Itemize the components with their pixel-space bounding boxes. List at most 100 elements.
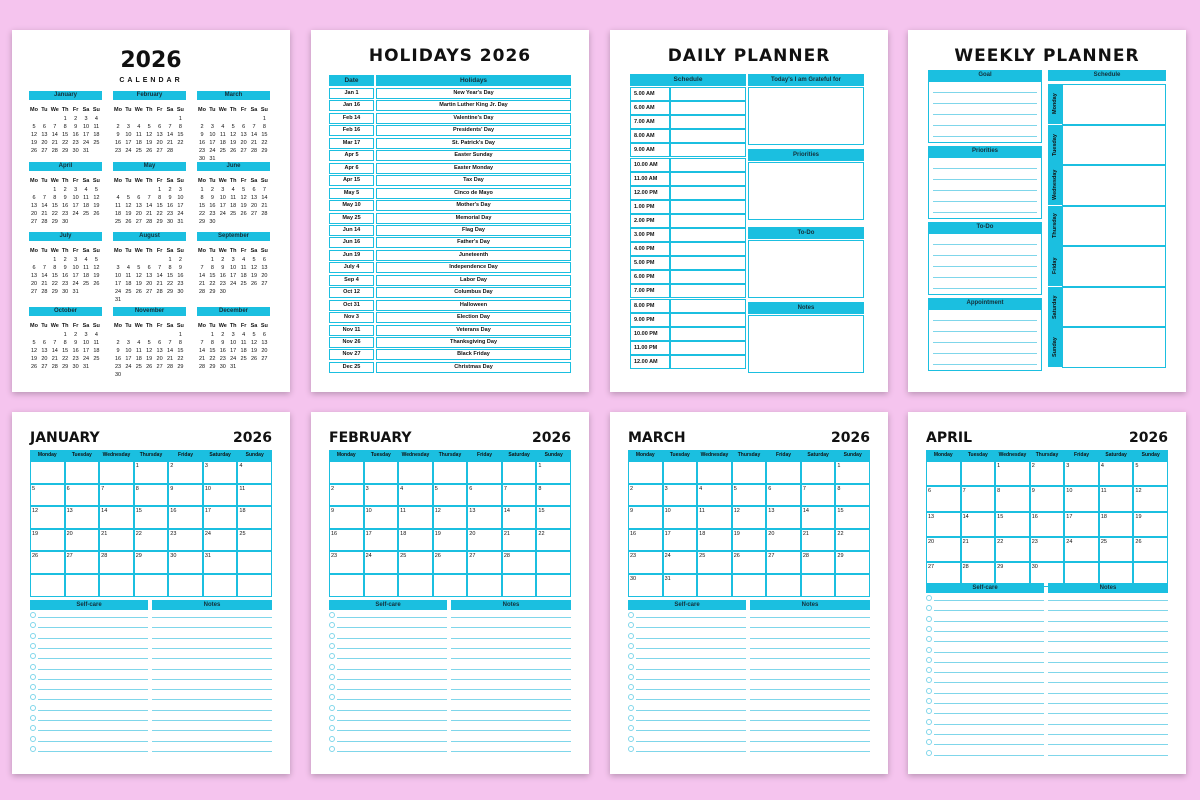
day: 2: [74, 116, 78, 122]
day: 12: [135, 273, 142, 279]
date-number: 30: [630, 576, 637, 582]
day: 18: [82, 203, 90, 209]
rule-line: [934, 651, 1044, 653]
checkbox-circle: [329, 715, 335, 721]
day: 1: [53, 187, 57, 193]
day: 20: [30, 281, 38, 287]
day: 8: [178, 340, 182, 346]
header-bar: June: [197, 162, 270, 171]
time-slot: 10.00 PM: [630, 326, 670, 341]
box: [670, 354, 746, 369]
box: [662, 483, 698, 507]
rule-line: [933, 288, 1037, 289]
date-number: 20: [768, 530, 775, 537]
day: 18: [240, 348, 247, 354]
day: 7: [200, 340, 204, 346]
rule-line: [38, 699, 148, 701]
day: 30: [177, 289, 184, 295]
box: [731, 483, 767, 507]
weekday: Fr: [156, 323, 163, 329]
weekday: Tu: [125, 248, 132, 254]
day: 10: [230, 340, 237, 346]
day: 11: [93, 124, 100, 130]
checkbox-circle: [926, 625, 932, 632]
day: 22: [177, 356, 184, 362]
rule-line: [1048, 703, 1168, 704]
date-number: 14: [503, 508, 510, 515]
day: 12: [146, 348, 153, 354]
weekday-header: Thursday: [1029, 450, 1065, 461]
date-number: 10: [664, 508, 671, 515]
day: 3: [84, 332, 88, 338]
box: [670, 157, 746, 172]
holiday-date: May 10: [329, 200, 374, 212]
checkbox-circle: [30, 725, 36, 732]
weekday: Mo: [198, 323, 206, 329]
rule-line: [750, 678, 870, 680]
weekday: Su: [260, 107, 268, 113]
rule-line: [750, 647, 870, 649]
weekday: Mo: [30, 107, 38, 113]
weekday: Mo: [198, 248, 206, 254]
rule-line: [934, 600, 1044, 601]
day: 9: [74, 340, 78, 346]
page: MARCH 2026 Monday Tuesday Wednesday Thursday F…: [610, 412, 888, 774]
header-bar: Notes: [750, 600, 870, 610]
day: 14: [261, 195, 268, 201]
holiday-date: Nov 27: [329, 349, 374, 361]
date-number: 28: [101, 553, 108, 560]
day: 18: [93, 348, 100, 354]
day: 25: [219, 148, 226, 154]
day: 20: [146, 281, 153, 287]
day: 18: [93, 132, 100, 138]
box: [536, 506, 571, 529]
day: 8: [63, 124, 67, 130]
rule-line: [451, 647, 571, 649]
rule-line: [337, 750, 447, 752]
day: 4: [116, 195, 120, 201]
rule-line: [1048, 641, 1168, 643]
day: 2: [168, 187, 172, 193]
day: 12: [30, 132, 38, 138]
page-title: WEEKLY PLANNER: [954, 46, 1140, 66]
box: [1062, 286, 1166, 327]
rule-line: [636, 720, 746, 721]
box: [670, 143, 746, 158]
day: 26: [93, 281, 100, 287]
day: 1: [178, 116, 182, 122]
rule-line: [152, 699, 272, 701]
day: 20: [30, 211, 38, 217]
weekday-header: Wednesday: [398, 450, 433, 461]
box: [670, 326, 746, 341]
day: 8: [63, 340, 67, 346]
day: 11: [125, 273, 132, 279]
box: [766, 551, 801, 574]
rule-line: [337, 720, 447, 721]
header-bar: October: [29, 307, 102, 316]
page: FEBRUARY 2026 Monday Tuesday Wednesday Thursd…: [311, 412, 589, 774]
checkbox-circle: [628, 653, 634, 660]
day: 17: [209, 140, 216, 146]
day: 29: [177, 364, 184, 370]
day: 25: [93, 140, 100, 146]
weekday: Th: [145, 248, 153, 254]
weekday: Mo: [114, 323, 122, 329]
day: 22: [156, 211, 163, 217]
day: 1: [168, 257, 172, 263]
day-label: Tuesday: [1048, 124, 1062, 165]
box: [800, 551, 836, 574]
box: [1062, 124, 1166, 165]
rule-line: [337, 617, 447, 618]
rule-line: [933, 179, 1037, 180]
day: 16: [62, 203, 69, 209]
checkbox-circle: [329, 653, 335, 660]
holiday-date: Dec 25: [329, 361, 374, 373]
weekday-header: Friday: [766, 450, 801, 461]
date-number: 28: [962, 564, 969, 571]
day: 12: [30, 348, 38, 354]
weekday-header: Monday: [329, 450, 364, 461]
rule-line: [451, 720, 571, 721]
day: 30: [72, 364, 79, 370]
holiday-name: Halloween: [376, 299, 571, 311]
day: 5: [94, 187, 98, 193]
